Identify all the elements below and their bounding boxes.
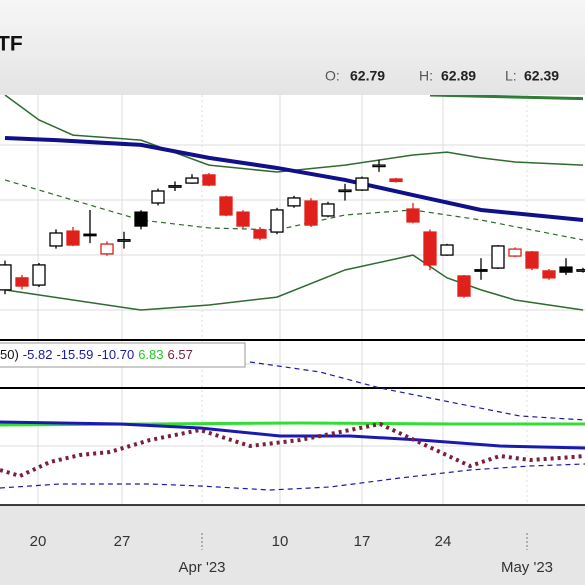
candle-body (423, 231, 437, 266)
value: 62.39 (524, 68, 559, 84)
label: L: (505, 68, 517, 84)
indicator-line (4, 179, 584, 241)
candle-body (151, 190, 165, 204)
candle-body (134, 211, 148, 227)
candle-body (525, 251, 539, 269)
candle-body (372, 164, 386, 168)
legend-value: -5.82 (23, 347, 53, 362)
candle-body (100, 243, 114, 255)
candle-body (219, 196, 233, 216)
candle-body (542, 270, 556, 279)
axis-bg (0, 505, 585, 585)
legend-value: -10.70 (97, 347, 134, 362)
legend-value: -15.59 (56, 347, 93, 362)
indicator-line (0, 421, 585, 479)
candle-body (287, 197, 301, 207)
candle-body (83, 233, 97, 237)
candle-body (0, 264, 12, 291)
x-tick-label: May '23 (501, 559, 553, 576)
legend-value: 6.57 (168, 347, 193, 362)
candle-body (440, 244, 454, 256)
indicator-line (0, 420, 585, 450)
candle-body (185, 177, 199, 184)
candle-body (559, 266, 573, 273)
indicator-legend: 50) -5.82 -15.59 -10.70 6.83 6.57 (0, 347, 193, 362)
candle-body (457, 275, 471, 297)
candle-body (168, 185, 182, 188)
value: 62.89 (441, 68, 476, 84)
v-grid (37, 95, 528, 505)
candle-body (202, 174, 216, 186)
candle-body (508, 248, 522, 257)
candle-body (66, 230, 80, 246)
candle-body (491, 245, 505, 269)
candle-body (355, 177, 369, 191)
indicator-legend-box (0, 342, 246, 368)
label: O: (325, 68, 340, 84)
indicator-line (4, 135, 584, 223)
x-tick-label: 27 (114, 533, 131, 550)
indicator-line (4, 95, 584, 173)
x-tick-label: 17 (354, 533, 371, 550)
indicator-line (4, 254, 584, 311)
legend-value: 6.83 (138, 347, 163, 362)
candle-body (406, 208, 420, 223)
candle-body (253, 229, 267, 239)
x-tick-label: Apr '23 (178, 559, 225, 576)
indicator-line (249, 361, 585, 421)
x-tick-label: 20 (30, 533, 47, 550)
x-axis: 20 27 Apr '23 10 17 24 May '23 (30, 533, 553, 576)
candle-body (15, 277, 29, 287)
ohlc-header: O: 62.79 H: 62.89 L: 62.39 (325, 68, 559, 84)
indicator-line (0, 463, 585, 491)
candle-body (270, 209, 284, 233)
candle-body (304, 200, 318, 226)
candle-body (338, 189, 352, 193)
candle-body (576, 269, 585, 272)
chart-title: TF (0, 33, 23, 56)
label: H: (419, 68, 433, 84)
candle-body (474, 269, 488, 272)
candle-body (49, 232, 63, 247)
x-tick-label: 10 (272, 533, 289, 550)
candle-body (32, 264, 46, 286)
candle-body (117, 239, 131, 242)
plot-bg (0, 95, 585, 505)
candle-body (236, 211, 250, 227)
indicator-line (429, 95, 584, 101)
x-tick-label: 24 (435, 533, 452, 550)
price-panel (0, 95, 585, 311)
value: 62.79 (350, 68, 385, 84)
candle-body (389, 178, 403, 183)
candle-body (321, 203, 335, 217)
legend-prefix: 50) (0, 347, 19, 362)
header-bg (0, 0, 585, 95)
